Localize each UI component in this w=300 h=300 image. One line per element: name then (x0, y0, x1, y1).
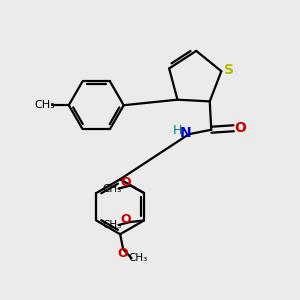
Text: O: O (121, 213, 131, 226)
Text: O: O (234, 121, 246, 135)
Text: CH₃: CH₃ (34, 100, 55, 110)
Text: CH₃: CH₃ (102, 220, 122, 230)
Text: N: N (179, 126, 191, 140)
Text: H: H (173, 124, 182, 137)
Text: O: O (121, 176, 131, 189)
Text: S: S (224, 63, 234, 77)
Text: O: O (118, 247, 128, 260)
Text: CH₃: CH₃ (102, 184, 122, 194)
Text: CH₃: CH₃ (128, 253, 148, 263)
